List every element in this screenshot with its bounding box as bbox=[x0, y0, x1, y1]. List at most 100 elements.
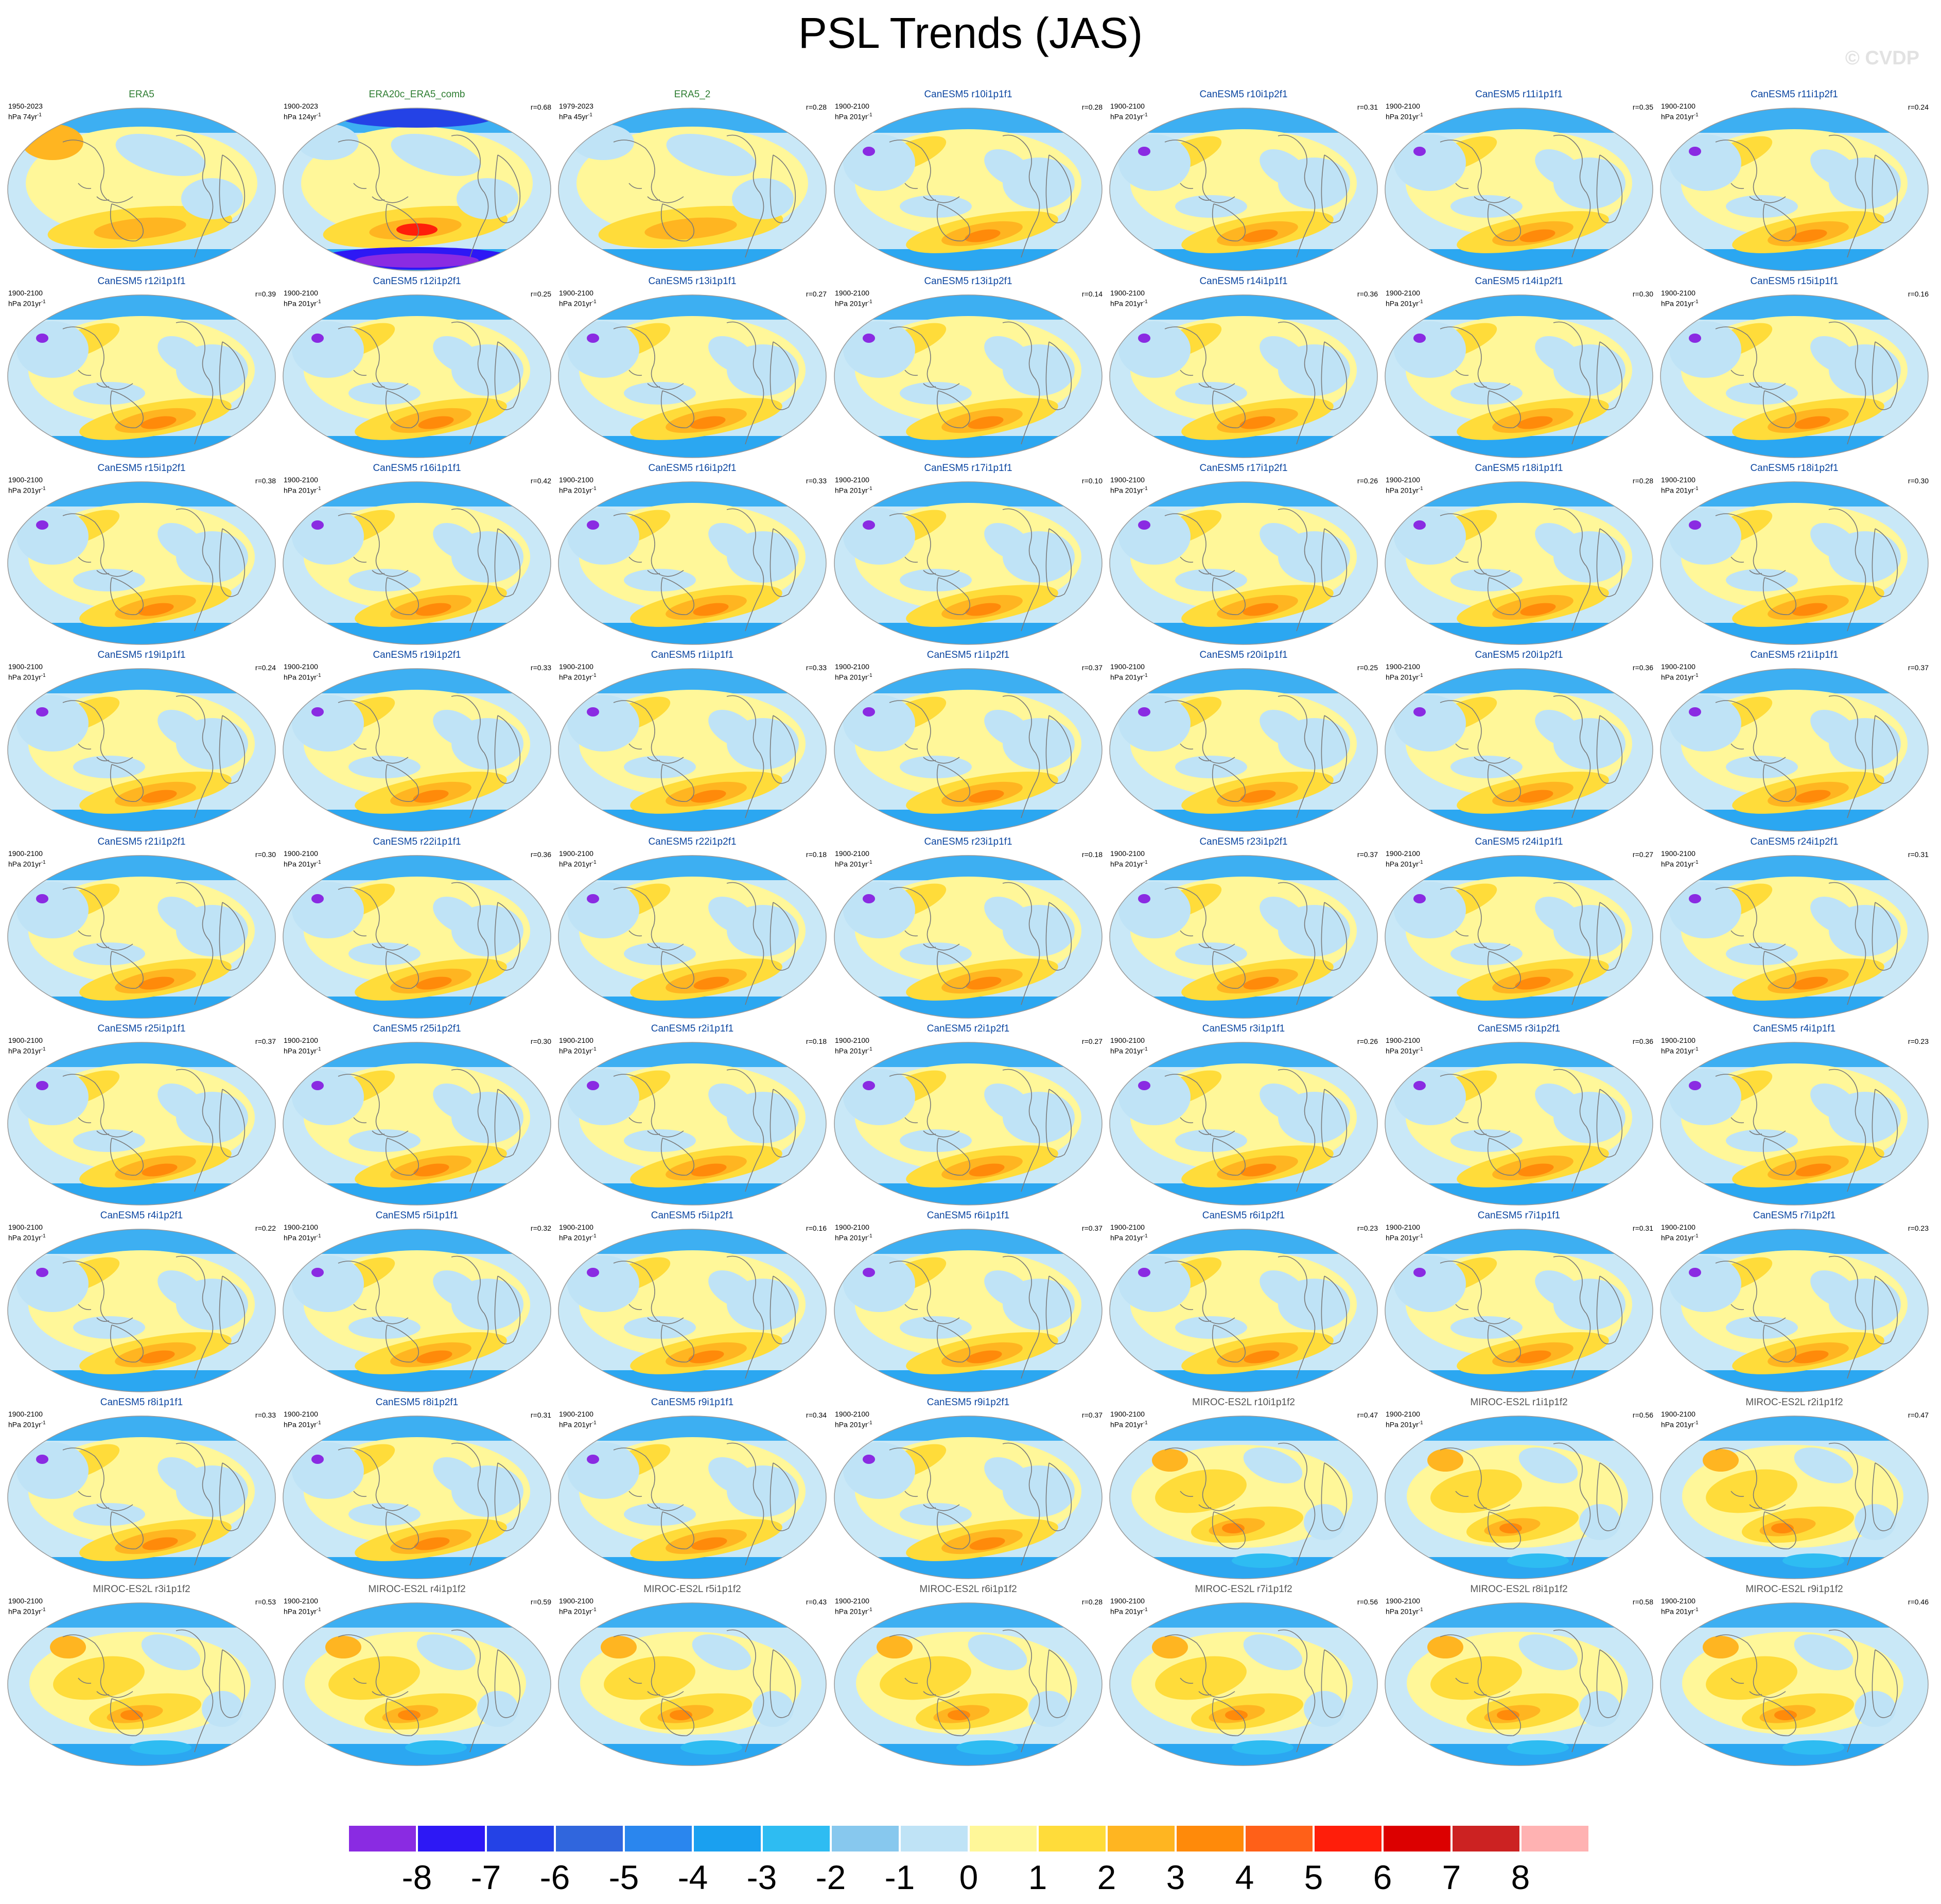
panel-correlation: r=0.30 bbox=[255, 850, 276, 859]
panel-title: CanESM5 r22i1p2f1 bbox=[648, 836, 737, 847]
map-panel: CanESM5 r12i1p2f1 1900-2100 hPa 201yr-1 r=0… bbox=[279, 275, 554, 462]
panel-period: 1900-2100 bbox=[8, 1410, 43, 1418]
panel-units: hPa 201yr bbox=[1110, 486, 1143, 495]
panel-units: hPa 201yr bbox=[1386, 1607, 1419, 1616]
panel-title: CanESM5 r19i1p1f1 bbox=[97, 650, 186, 660]
map-projection bbox=[283, 1042, 551, 1206]
panel-units: hPa 124yr bbox=[284, 112, 317, 121]
panel-correlation: r=0.35 bbox=[1632, 103, 1653, 111]
colorbar-tick-label: 6 bbox=[1373, 1858, 1392, 1896]
panel-units: hPa 201yr bbox=[1661, 299, 1694, 308]
map-panel: CanESM5 r19i1p1f1 1900-2100 hPa 201yr-1 r=0… bbox=[4, 649, 279, 835]
panel-units: hPa 201yr bbox=[559, 299, 592, 308]
map-projection bbox=[1660, 1042, 1929, 1206]
panel-correlation: r=0.33 bbox=[806, 477, 827, 485]
map-projection bbox=[7, 855, 276, 1019]
panel-correlation: r=0.27 bbox=[1632, 850, 1653, 859]
colorbar-swatch bbox=[348, 1825, 417, 1853]
panel-title: CanESM5 r25i1p2f1 bbox=[373, 1023, 461, 1034]
panel-period: 1900-2100 bbox=[1661, 476, 1695, 484]
panel-period-units: 1900-2100 hPa 201yr-1 bbox=[1661, 849, 1699, 869]
panel-period: 1900-2100 bbox=[1386, 1410, 1420, 1418]
map-projection bbox=[1385, 1042, 1653, 1206]
panel-period: 1900-2100 bbox=[835, 102, 869, 110]
panel-period-units: 1900-2100 hPa 201yr-1 bbox=[1110, 102, 1148, 121]
panel-period-units: 1900-2100 hPa 201yr-1 bbox=[1386, 1410, 1423, 1429]
panel-units-exponent: -1 bbox=[1143, 1046, 1148, 1052]
map-panel: CanESM5 r8i1p1f1 1900-2100 hPa 201yr-1 r=0.… bbox=[4, 1396, 279, 1583]
panel-units: hPa 201yr bbox=[1386, 1233, 1419, 1242]
panel-units-exponent: -1 bbox=[588, 112, 592, 118]
panel-period: 1900-2100 bbox=[835, 1410, 869, 1418]
panel-correlation: r=0.42 bbox=[530, 477, 551, 485]
panel-units-exponent: -1 bbox=[591, 673, 597, 678]
panel-units: hPa 201yr bbox=[8, 1607, 41, 1616]
panel-period: 1900-2100 bbox=[8, 662, 43, 671]
panel-title: CanESM5 r5i1p1f1 bbox=[375, 1210, 459, 1221]
panel-units-exponent: -1 bbox=[591, 299, 597, 305]
panel-units: hPa 201yr bbox=[835, 673, 868, 682]
panel-period: 1900-2100 bbox=[1386, 289, 1420, 297]
panel-correlation: r=0.30 bbox=[530, 1037, 551, 1045]
map-panel: ERA5 1950-2023 hPa 74yr-1 bbox=[4, 89, 279, 275]
panel-period: 1900-2100 bbox=[1386, 1036, 1420, 1044]
map-panel: CanESM5 r9i1p1f1 1900-2100 hPa 201yr-1 r=0.… bbox=[555, 1396, 830, 1583]
panel-title: CanESM5 r6i1p2f1 bbox=[1202, 1210, 1285, 1221]
panel-title: CanESM5 r23i1p2f1 bbox=[1199, 836, 1288, 847]
panel-units-exponent: -1 bbox=[1143, 1233, 1148, 1239]
panel-title: CanESM5 r12i1p2f1 bbox=[373, 276, 461, 287]
map-panel: CanESM5 r17i1p2f1 1900-2100 hPa 201yr-1 r=0… bbox=[1106, 462, 1381, 649]
panel-period-units: 1900-2100 hPa 201yr-1 bbox=[284, 1410, 321, 1429]
panel-units: hPa 201yr bbox=[1661, 112, 1694, 121]
panel-units: hPa 201yr bbox=[8, 299, 41, 308]
map-panel: MIROC-ES2L r5i1p1f2 1900-2100 hPa 201yr-1 r… bbox=[555, 1583, 830, 1770]
map-projection bbox=[558, 294, 827, 458]
map-projection bbox=[1660, 1602, 1929, 1766]
panel-period: 1900-2100 bbox=[835, 476, 869, 484]
panel-period: 1900-2100 bbox=[559, 1223, 593, 1231]
colorbar-swatch bbox=[1383, 1825, 1452, 1853]
panel-units-exponent: -1 bbox=[41, 1420, 46, 1426]
panel-units-exponent: -1 bbox=[316, 1046, 321, 1052]
colorbar-tick-label: 7 bbox=[1442, 1858, 1461, 1896]
panel-period-units: 1900-2100 hPa 201yr-1 bbox=[284, 1036, 321, 1056]
panel-correlation: r=0.47 bbox=[1908, 1411, 1929, 1419]
map-projection bbox=[1109, 855, 1378, 1019]
panel-units-exponent: -1 bbox=[1693, 112, 1699, 118]
map-projection bbox=[1660, 108, 1929, 271]
panel-units: hPa 201yr bbox=[8, 1046, 41, 1055]
panel-correlation: r=0.31 bbox=[1908, 850, 1929, 859]
colorbar-swatch bbox=[693, 1825, 762, 1853]
map-projection bbox=[1109, 481, 1378, 645]
map-projection bbox=[1385, 855, 1653, 1019]
panel-units-exponent: -1 bbox=[316, 1420, 321, 1426]
panel-correlation: r=0.16 bbox=[806, 1224, 827, 1232]
panel-period-units: 1900-2100 hPa 201yr-1 bbox=[284, 476, 321, 495]
map-projection bbox=[834, 1416, 1103, 1579]
map-panel: CanESM5 r22i1p1f1 1900-2100 hPa 201yr-1 r=0… bbox=[279, 836, 554, 1022]
panel-units: hPa 201yr bbox=[1386, 299, 1419, 308]
panel-correlation: r=0.23 bbox=[1357, 1224, 1378, 1232]
panel-units: hPa 201yr bbox=[835, 1420, 868, 1429]
colorbar-swatch bbox=[1176, 1825, 1245, 1853]
panel-units-exponent: -1 bbox=[1143, 1607, 1148, 1613]
panel-units-exponent: -1 bbox=[41, 1233, 46, 1239]
map-projection bbox=[7, 108, 276, 271]
map-projection bbox=[1660, 1229, 1929, 1392]
colorbar-swatch bbox=[762, 1825, 831, 1853]
panel-units-exponent: -1 bbox=[41, 486, 46, 492]
panel-period: 1900-2100 bbox=[835, 849, 869, 858]
colorbar-tick-label: 5 bbox=[1304, 1858, 1323, 1896]
panel-title: CanESM5 r17i1p2f1 bbox=[1199, 463, 1288, 474]
panel-period: 1900-2023 bbox=[284, 102, 318, 110]
panel-period: 1900-2100 bbox=[284, 1223, 318, 1231]
colorbar-swatch bbox=[900, 1825, 969, 1853]
panel-title: CanESM5 r2i1p1f1 bbox=[651, 1023, 734, 1034]
panel-units-exponent: -1 bbox=[41, 860, 46, 865]
panel-title: CanESM5 r4i1p1f1 bbox=[1753, 1023, 1836, 1034]
panel-correlation: r=0.22 bbox=[255, 1224, 276, 1232]
panel-period-units: 1900-2100 hPa 201yr-1 bbox=[835, 102, 872, 121]
panel-correlation: r=0.37 bbox=[1357, 850, 1378, 859]
panel-correlation: r=0.37 bbox=[1081, 1411, 1103, 1419]
panel-units-exponent: -1 bbox=[1418, 860, 1423, 865]
